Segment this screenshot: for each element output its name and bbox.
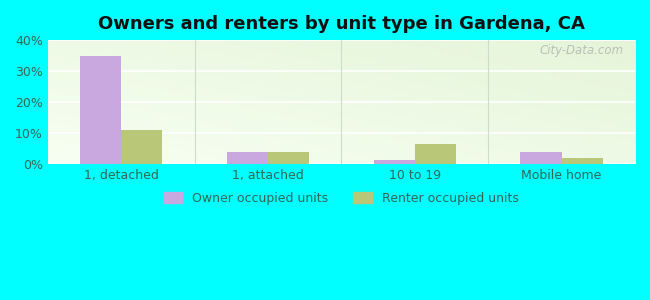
Legend: Owner occupied units, Renter occupied units: Owner occupied units, Renter occupied un… <box>159 187 524 210</box>
Bar <box>80 56 121 164</box>
Bar <box>521 152 562 164</box>
Text: City-Data.com: City-Data.com <box>539 44 623 57</box>
Bar <box>415 144 456 164</box>
Bar <box>121 130 162 164</box>
Bar <box>227 152 268 164</box>
Title: Owners and renters by unit type in Gardena, CA: Owners and renters by unit type in Garde… <box>98 15 585 33</box>
Bar <box>268 152 309 164</box>
Bar <box>562 158 603 164</box>
Bar <box>374 160 415 164</box>
